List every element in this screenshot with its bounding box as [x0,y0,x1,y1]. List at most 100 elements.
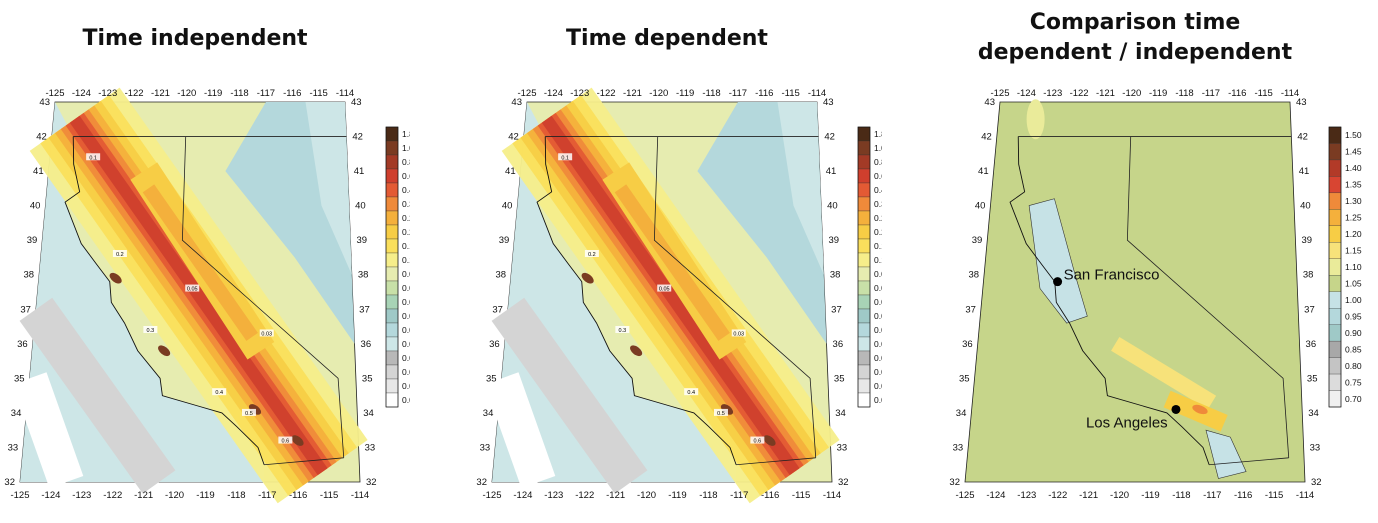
colorbar-swatch [1328,324,1342,342]
lat-tick-right: 43 [351,97,362,108]
lat-tick-left: 41 [505,166,516,177]
lat-tick-right: 41 [826,166,837,177]
lowest-hazard-zone [777,102,824,275]
colorbar-swatch [857,280,871,296]
colorbar-label: 0.70 [1345,394,1362,404]
lon-tick-top: -115 [781,88,799,99]
colorbar-swatch [857,364,871,380]
city-label-1: Los Angeles [1086,414,1168,431]
lat-tick-left: 43 [511,97,522,108]
lat-tick-right: 42 [824,132,835,143]
border-mexico [736,457,816,466]
colorbar-label: 0.04 [402,339,410,349]
colorbar-label: 0.60 [874,171,882,181]
lon-tick-top: -116 [1228,88,1246,99]
lat-tick-left: 35 [959,373,970,384]
lat-tick-right: 40 [827,201,838,212]
colorbar-swatch [385,350,399,366]
title-time-dependent: Time dependent [566,26,768,51]
lon-tick-top: -119 [1149,88,1167,99]
colorbar-label: 1.05 [1345,278,1362,288]
lat-tick-right: 35 [362,373,373,384]
colorbar-label: 0.09 [402,269,410,279]
lat-tick-left: 39 [499,235,510,246]
colorbar-swatch [385,322,399,338]
colorbar-frame [385,126,399,408]
lat-tick-right: 41 [354,166,365,177]
colorbar-label: 0.08 [402,283,410,293]
lat-tick-left: 37 [20,304,31,315]
colorbar-swatch [385,126,399,142]
lat-tick-right: 42 [352,132,363,143]
lat-tick-left: 42 [981,132,992,143]
colorbar-swatch [385,308,399,324]
contour-label-box [112,250,127,257]
city-marker-1 [1171,404,1181,414]
lon-tick-bottom: -120 [1110,490,1129,501]
colorbar-swatch [1328,340,1342,358]
lat-tick-left: 42 [508,132,519,143]
colorbar-label: 1.30 [1345,196,1362,206]
colorbar-label: 0.00 [402,395,410,405]
border-mexico [1209,457,1289,466]
colorbar-label: 0.06 [874,311,882,321]
lon-tick-top: -122 [1070,88,1089,99]
lowest-hazard-zone [305,102,352,275]
city-marker-0 [1053,277,1063,287]
ratio-reduction-socal [1205,429,1247,479]
lon-tick-top: -118 [702,88,720,99]
colorbar-label: 0.03 [874,353,882,363]
colorbar-label: 0.40 [402,185,410,195]
lat-tick-right: 41 [1299,166,1310,177]
colorbar-label: 0.25 [402,213,410,223]
colorbar-swatch [857,210,871,226]
colorbar-swatch [1328,357,1342,375]
lon-tick-bottom: -124 [986,490,1005,501]
lat-tick-left: 37 [492,304,503,315]
lon-tick-bottom: -114 [823,490,841,501]
lon-tick-bottom: -115 [792,490,810,501]
colorbar-label: 0.80 [1345,361,1362,371]
colorbar-label: 0.09 [874,269,882,279]
contour-label: 0.05 [187,287,198,293]
colorbar-label: 1.50 [1345,130,1362,140]
colorbar-swatch [1328,291,1342,309]
lat-tick-left: 43 [39,97,50,108]
colorbar-label: 0.15 [874,241,882,251]
lat-tick-right: 43 [823,97,834,108]
hazard-band-6 [541,115,800,476]
contour-label: 0.5 [245,411,253,417]
state-border-ca-nv [181,136,345,458]
lat-tick-right: 35 [1307,373,1318,384]
colorbar-label: 1.35 [1345,180,1362,190]
colorbar-label: 0.85 [1345,344,1362,354]
lon-tick-top: -125 [517,88,536,99]
contour-label-box [558,153,573,161]
colorbar-label: 0.80 [402,157,410,167]
lat-tick-left: 38 [969,270,980,281]
lat-tick-right: 37 [831,304,842,315]
lat-tick-left: 34 [483,408,494,419]
colorbar-swatch [385,392,399,408]
colorbar-label: 0.07 [402,297,410,307]
colorbar-swatch [1328,258,1342,276]
lon-tick-bottom: -123 [544,490,563,501]
contour-label-box [713,408,728,416]
map-comparison: -125 -124 -123 -122 -121 -120 -119 -118 -117 -116… [945,82,1375,522]
lon-tick-bottom: -115 [1265,490,1283,501]
lon-tick-bottom: -115 [320,490,338,501]
lon-tick-top: -114 [1281,88,1299,99]
lat-tick-right: 34 [835,408,846,419]
lon-tick-top: -124 [1017,88,1036,99]
colorbar-label: 0.20 [402,227,410,237]
lat-tick-left: 38 [24,270,35,281]
lon-tick-top: -124 [72,88,91,99]
lon-tick-bottom: -121 [1079,490,1098,501]
colorbar-swatch [385,294,399,310]
title-comparison-line2: dependent / independent [977,40,1293,65]
colorbar-swatch [857,238,871,254]
lat-tick-left: 38 [496,270,507,281]
lat-tick-left: 33 [480,442,491,453]
colorbar-swatch [857,336,871,352]
colorbar-swatch [1328,176,1342,194]
